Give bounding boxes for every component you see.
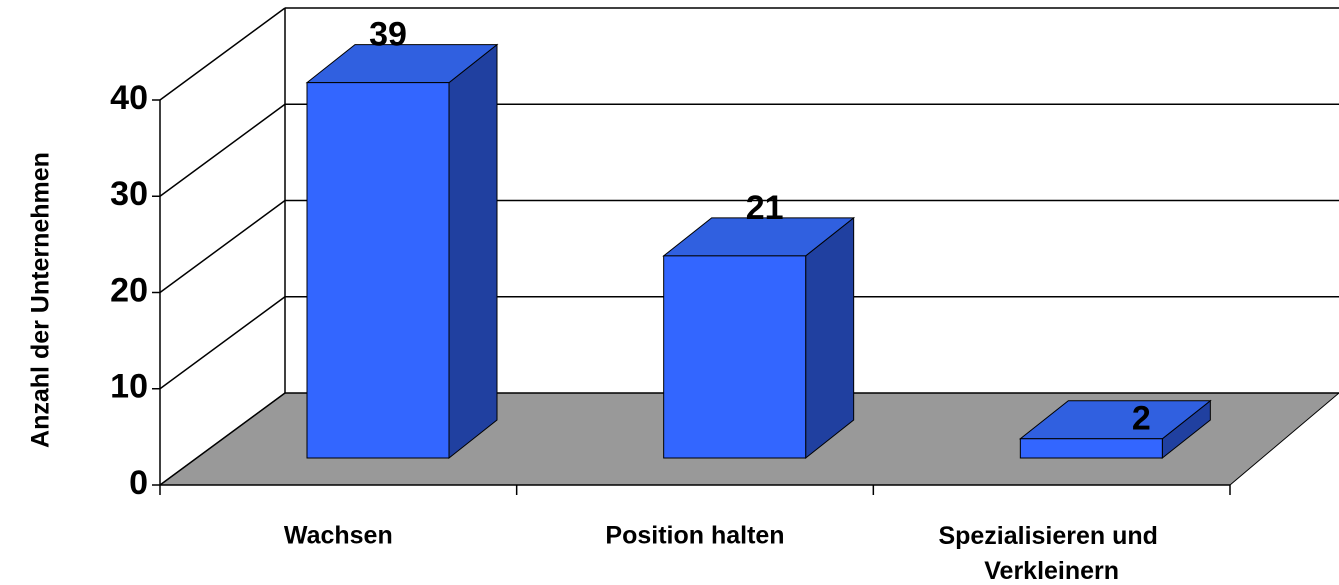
bar-side bbox=[805, 216, 855, 460]
y-tick-label: 20 bbox=[110, 271, 148, 309]
y-tick-label: 30 bbox=[110, 175, 148, 213]
y-tick-label: 10 bbox=[110, 368, 148, 406]
y-tick-label: 40 bbox=[110, 79, 148, 117]
bar-front bbox=[306, 82, 450, 459]
bar bbox=[305, 43, 499, 460]
grid-line bbox=[159, 296, 286, 390]
grid-line bbox=[159, 7, 286, 101]
x-tick-label: Wachsen bbox=[284, 522, 393, 550]
x-tick-label: Spezialisieren und Verkleinern bbox=[938, 522, 1164, 585]
y-axis-title: Anzahl der Unternehmen bbox=[27, 152, 55, 448]
bar-front bbox=[663, 255, 807, 459]
grid-line bbox=[159, 103, 286, 197]
bar-side bbox=[448, 43, 498, 460]
x-tick-label: Position halten bbox=[605, 522, 784, 550]
value-label: 2 bbox=[1132, 400, 1151, 438]
value-label: 21 bbox=[746, 189, 784, 227]
grid-line bbox=[159, 199, 286, 294]
grid-line bbox=[159, 392, 286, 486]
bar bbox=[1018, 399, 1212, 460]
bar-front bbox=[1019, 438, 1163, 459]
bar bbox=[662, 216, 856, 460]
y-tick-label: 0 bbox=[129, 464, 148, 502]
value-label: 39 bbox=[369, 16, 407, 54]
